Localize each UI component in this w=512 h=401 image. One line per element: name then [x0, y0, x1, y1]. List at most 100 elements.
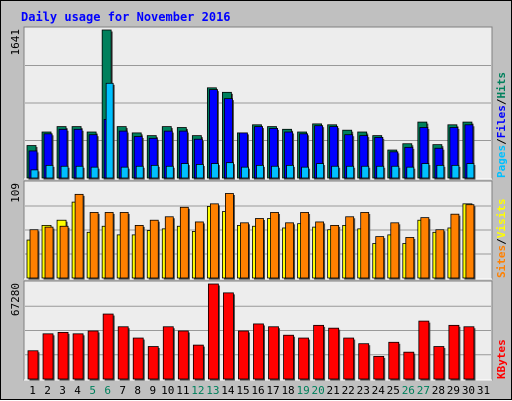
bar-kbytes-day-26 — [403, 351, 415, 380]
bar-sites-day-22 — [345, 216, 355, 279]
bar-kbytes-day-13 — [207, 283, 219, 380]
bar-kbytes-day-11 — [177, 330, 189, 380]
x-label-day-12: 12 — [191, 384, 204, 397]
bar-pages-day-30 — [466, 163, 475, 179]
x-label-day-25: 25 — [387, 384, 400, 397]
bar-pages-day-14 — [226, 162, 234, 179]
bar-pages-day-21 — [331, 165, 340, 179]
x-label-day-16: 16 — [251, 384, 264, 397]
visits-sites-ymax-label: 109 — [9, 183, 22, 203]
bar-pages-day-5 — [90, 166, 99, 179]
bar-sites-day-2 — [44, 226, 54, 279]
bar-sites-day-23 — [360, 212, 370, 279]
x-label-day-2: 2 — [44, 384, 51, 397]
bar-sites-day-13 — [209, 203, 219, 279]
visits-sites-panel: 109 Sites/Visits — [9, 180, 508, 280]
bar-kbytes-day-29 — [448, 324, 460, 380]
bar-sites-day-18 — [285, 222, 294, 279]
chart-title: Daily usage for November 2016 — [21, 10, 231, 24]
legend-visits: Visits — [495, 199, 508, 239]
kbytes-ymax-label: 67280 — [9, 283, 22, 316]
bar-pages-day-2 — [45, 164, 54, 179]
x-label-day-28: 28 — [432, 384, 445, 397]
x-label-day-30: 30 — [462, 384, 475, 397]
bar-pages-day-17 — [271, 165, 279, 179]
bar-sites-day-6 — [104, 212, 114, 279]
bar-pages-day-23 — [361, 165, 370, 179]
bar-sites-day-9 — [149, 219, 159, 279]
bar-kbytes-day-4 — [72, 333, 84, 380]
x-label-day-7: 7 — [119, 384, 126, 397]
kbytes-legend: KBytes — [495, 339, 508, 379]
bar-pages-day-6 — [105, 82, 114, 179]
bar-pages-day-25 — [391, 165, 400, 179]
bar-kbytes-day-5 — [87, 330, 99, 380]
bar-pages-day-24 — [376, 165, 385, 179]
bar-sites-day-30 — [465, 204, 475, 279]
bar-kbytes-day-27 — [418, 320, 430, 380]
bar-sites-day-15 — [240, 222, 249, 279]
x-label-day-17: 17 — [266, 384, 279, 397]
bar-sites-day-25 — [390, 222, 400, 279]
bar-kbytes-day-8 — [132, 337, 144, 380]
bar-pages-day-11 — [180, 163, 189, 179]
bar-kbytes-day-24 — [373, 356, 385, 380]
x-label-day-1: 1 — [29, 384, 36, 397]
x-label-day-6: 6 — [104, 384, 111, 397]
legend-files: Files — [495, 105, 508, 138]
bar-kbytes-day-3 — [57, 332, 69, 380]
x-label-day-3: 3 — [59, 384, 66, 397]
bar-pages-day-27 — [421, 163, 430, 179]
bar-kbytes-day-10 — [162, 326, 174, 380]
x-label-day-21: 21 — [327, 384, 340, 397]
bar-pages-day-7 — [120, 166, 129, 179]
bar-sites-day-26 — [405, 237, 415, 279]
bar-kbytes-day-23 — [358, 343, 370, 380]
x-axis-labels: 1 2 3 4 5 6 7 8 9 10 11 12 13 14 15 16 17 18 19 20 21 22 23 24 2… — [29, 384, 490, 397]
bar-sites-day-21 — [330, 224, 340, 279]
bar-pages-day-26 — [406, 166, 415, 179]
bar-kbytes-day-15 — [238, 330, 249, 380]
x-label-day-29: 29 — [447, 384, 460, 397]
bar-sites-day-16 — [255, 218, 264, 279]
bar-kbytes-day-6 — [102, 313, 114, 380]
x-label-day-22: 22 — [342, 384, 355, 397]
legend-kbytes: KBytes — [495, 339, 508, 379]
x-label-day-9: 9 — [149, 384, 156, 397]
bar-pages-day-28 — [436, 164, 445, 179]
kbytes-panel: 67280 KBytes — [9, 280, 508, 381]
bar-sites-day-1 — [29, 229, 39, 279]
bar-kbytes-day-17 — [268, 326, 279, 380]
bar-pages-day-20 — [316, 163, 325, 179]
bar-pages-day-1 — [30, 169, 39, 179]
legend-separator: / — [495, 138, 508, 145]
bar-kbytes-day-12 — [192, 344, 204, 380]
bar-sites-day-12 — [194, 221, 204, 279]
bar-sites-day-11 — [179, 206, 189, 279]
bar-kbytes-day-7 — [117, 326, 129, 380]
bar-sites-day-4 — [74, 193, 84, 279]
visits-sites-legend: Sites/Visits — [495, 199, 508, 279]
bar-pages-day-3 — [60, 165, 69, 179]
legend-separator: / — [495, 238, 508, 245]
bar-pages-day-8 — [135, 165, 144, 179]
legend-separator: / — [495, 98, 508, 105]
bar-sites-day-24 — [375, 236, 385, 279]
bar-sites-day-28 — [435, 229, 445, 279]
bar-kbytes-day-25 — [388, 341, 400, 380]
chart-panels: 1641Pages/Files/Hits109Sites/Visits67280… — [9, 26, 508, 381]
bar-pages-day-15 — [241, 166, 249, 179]
x-label-day-13: 13 — [206, 384, 219, 397]
bar-kbytes-day-9 — [147, 346, 159, 380]
x-label-day-11: 11 — [176, 384, 189, 397]
x-label-day-23: 23 — [357, 384, 370, 397]
x-label-day-27: 27 — [417, 384, 430, 397]
x-label-day-24: 24 — [372, 384, 386, 397]
bar-sites-day-19 — [300, 212, 309, 279]
bar-sites-day-7 — [119, 212, 129, 279]
bar-kbytes-day-19 — [298, 337, 309, 380]
bar-sites-day-3 — [59, 225, 69, 279]
